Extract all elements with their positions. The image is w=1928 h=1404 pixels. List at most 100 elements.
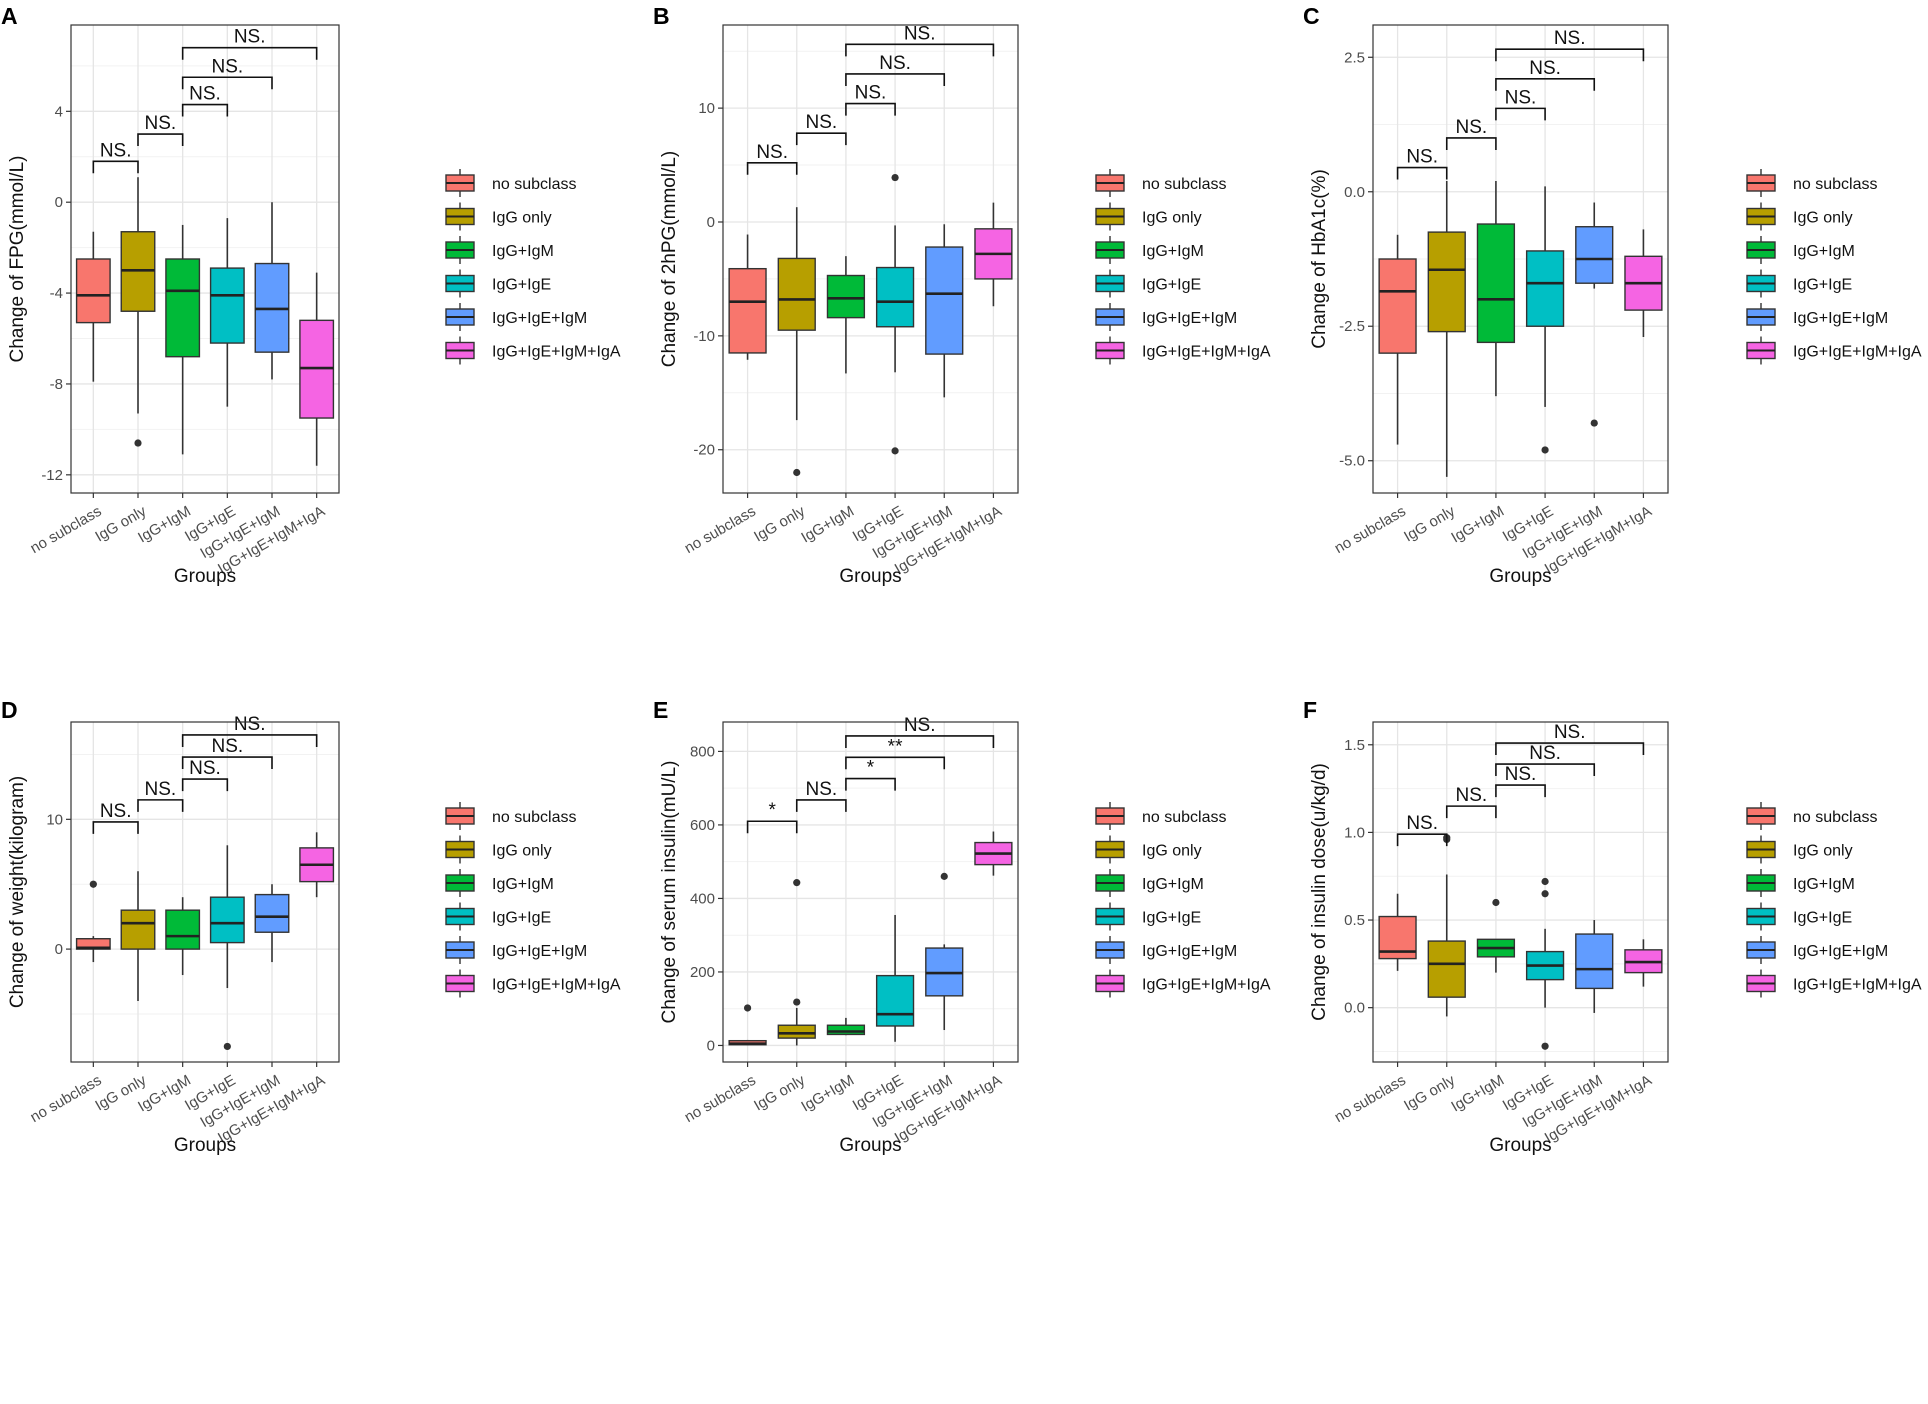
box-igg-ige (1525, 877, 1565, 1050)
legend-key (1095, 902, 1125, 931)
outlier-point (793, 879, 801, 887)
bracket-line (746, 161, 798, 175)
legend: no subclass IgG only IgG+IgM IgG+IgE IgG+IgE… (1746, 802, 1922, 998)
legend-key (1095, 169, 1125, 197)
significance-bracket: NS. (181, 758, 229, 792)
legend-label: IgG+IgE+IgM (492, 310, 587, 327)
outlier-point (1541, 446, 1549, 454)
box-igg-ige-igm-iga (974, 831, 1013, 876)
x-tick-label: no subclass (1332, 503, 1409, 557)
legend-label: IgG+IgM (1793, 876, 1855, 893)
box-igg-ige (209, 218, 245, 407)
significance-label: NS. (211, 736, 243, 757)
panel-letter: D (1, 697, 18, 723)
significance-bracket: NS. (1445, 117, 1497, 150)
panel-border (722, 24, 1019, 494)
panel-letter: A (1, 3, 18, 29)
bracket-line (137, 133, 184, 147)
significance-label: NS. (1455, 785, 1487, 806)
bracket-line (92, 821, 139, 834)
panel-F: FNS.NS.NS.NS.NS.1.51.00.50.0no subclassI… (1303, 697, 1922, 1156)
bracket-line (845, 43, 995, 57)
significance-label: NS. (1554, 722, 1586, 743)
significance-bracket: NS. (1495, 87, 1546, 121)
legend-key (445, 936, 475, 964)
box-igg-ige-igm-iga (299, 832, 335, 898)
legend: no subclass IgG only IgG+IgM IgG+IgE IgG+IgE… (445, 169, 621, 365)
significance-bracket: NS. (1495, 28, 1645, 62)
y-tick-label: 10 (698, 100, 715, 117)
box-igg-igm (165, 897, 201, 976)
box-iqr (209, 267, 245, 344)
box-iqr (1575, 226, 1614, 284)
box-iqr (728, 267, 767, 354)
x-tick-label: no subclass (682, 1072, 759, 1126)
legend-label: IgG+IgE+IgM (1793, 943, 1888, 960)
bracket-line (1495, 742, 1645, 756)
box-iqr (209, 896, 245, 944)
box-no-subclass (75, 880, 111, 963)
significance-bracket: NS. (795, 779, 847, 812)
significance-bracket: NS. (845, 715, 995, 748)
x-axis-title: Groups (839, 566, 901, 587)
panel-border (70, 721, 340, 1063)
significance-label: NS. (805, 779, 837, 800)
box-iqr (1427, 231, 1466, 333)
significance-bracket: NS. (1495, 743, 1596, 777)
significance-bracket: NS. (1396, 147, 1448, 180)
box-no-subclass (728, 234, 767, 360)
legend-key (445, 802, 475, 830)
outlier-point (793, 468, 801, 477)
significance-label: NS. (1455, 117, 1487, 138)
significance-label: NS. (234, 27, 266, 48)
legend-label: IgG+IgE (492, 277, 551, 294)
legend-label: no subclass (492, 176, 577, 193)
legend-key (1095, 802, 1125, 830)
significance-label: ** (888, 736, 903, 757)
y-axis-title: Change of insulin dose(u/kg/d) (1309, 763, 1330, 1021)
bracket-line (1495, 763, 1596, 777)
legend-label: no subclass (1793, 809, 1878, 826)
significance-label: * (768, 800, 776, 821)
bracket-line (1495, 77, 1596, 91)
significance-bracket: NS. (845, 53, 946, 86)
significance-label: NS. (904, 23, 936, 44)
x-tick-label: IgG+IgM (798, 1072, 857, 1116)
outlier-point (1541, 877, 1549, 886)
legend-label: IgG+IgM (492, 243, 554, 260)
bracket-line (181, 76, 273, 90)
legend-label: IgG only (492, 210, 552, 227)
outlier-point (891, 447, 899, 455)
y-tick-label: 0.0 (1344, 1000, 1365, 1017)
y-tick-label: -2.5 (1339, 318, 1365, 335)
box-igg-igm (826, 256, 866, 374)
significance-label: NS. (805, 112, 837, 133)
significance-bracket: NS. (1495, 764, 1546, 798)
legend-key (1746, 336, 1776, 365)
significance-label: NS. (144, 113, 176, 134)
box-iqr (875, 974, 915, 1027)
y-tick-label: 400 (690, 890, 715, 907)
x-tick-label: no subclass (1332, 1072, 1409, 1126)
y-axis-title: Change of 2hPG(mmol/L) (659, 151, 680, 368)
box-no-subclass (75, 231, 111, 382)
significance-label: NS. (855, 83, 887, 104)
legend-key (1095, 869, 1125, 897)
box-iqr (1575, 933, 1614, 990)
significance-label: NS. (211, 56, 243, 77)
y-tick-label: -8 (50, 376, 63, 393)
outlier-point (743, 1004, 752, 1012)
y-tick-label: 4 (55, 103, 63, 120)
significance-bracket: NS. (92, 801, 139, 834)
x-axis-title: Groups (174, 566, 236, 587)
box-igg-ige (875, 914, 915, 1042)
bracket-line (181, 778, 229, 792)
bracket-line (1396, 166, 1448, 180)
significance-bracket: NS. (845, 83, 896, 116)
legend-label: IgG+IgE (1142, 277, 1201, 294)
outlier-point (1541, 890, 1549, 898)
x-axis-title: Groups (839, 1135, 901, 1156)
outlier-point (134, 439, 142, 447)
